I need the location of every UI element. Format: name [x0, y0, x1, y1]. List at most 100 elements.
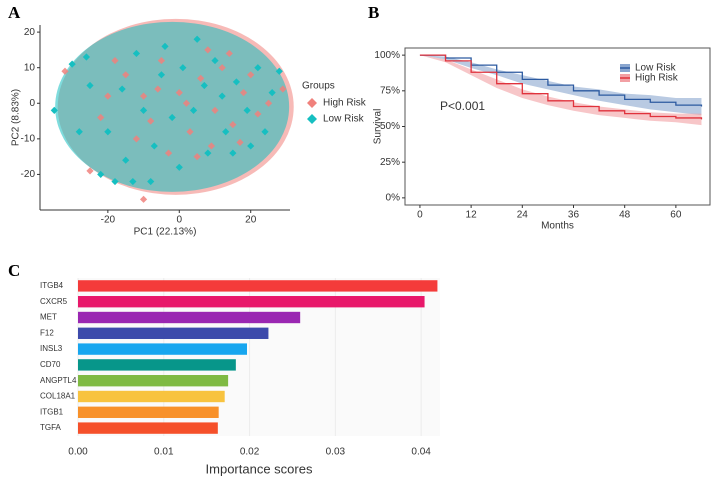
panel-label: B	[368, 3, 379, 22]
point	[154, 85, 162, 93]
y-tick-label: 0	[29, 98, 35, 109]
point	[50, 106, 58, 114]
x-tick-label: 12	[466, 210, 478, 221]
bar	[78, 280, 438, 292]
point	[139, 106, 148, 114]
point	[86, 81, 94, 90]
point	[132, 49, 141, 58]
point	[236, 138, 244, 147]
bar	[78, 359, 236, 371]
point	[118, 85, 126, 93]
category-label: F12	[40, 328, 54, 337]
x-tick-label: 48	[619, 210, 631, 221]
category-label: ANGPTL4	[40, 376, 77, 385]
category-label: INSL3	[40, 344, 63, 353]
point	[129, 177, 137, 186]
x-axis-label: Importance scores	[206, 461, 313, 476]
y-tick-label: 0%	[386, 193, 401, 204]
point	[204, 149, 212, 157]
point	[204, 46, 212, 54]
point	[122, 156, 130, 164]
survival-line	[419, 54, 703, 120]
point	[164, 149, 173, 157]
legend-label: High Risk	[323, 98, 367, 109]
point	[207, 142, 216, 150]
point	[157, 56, 166, 65]
point	[179, 64, 187, 72]
x-axis-label: PC1 (22.13%)	[134, 227, 197, 238]
point	[247, 71, 255, 79]
x-tick-label: 0	[177, 215, 183, 226]
y-tick-label: 10	[24, 62, 36, 73]
point	[97, 113, 105, 122]
point	[197, 74, 205, 82]
point	[229, 149, 237, 157]
panel-label: A	[8, 3, 21, 22]
x-tick-label: 60	[670, 210, 682, 221]
point	[147, 177, 155, 186]
point	[111, 177, 119, 186]
y-tick-label: 25%	[380, 157, 400, 168]
point	[264, 99, 273, 107]
x-tick-label: -20	[101, 215, 116, 226]
bar	[78, 422, 218, 434]
x-tick-label: 0.00	[68, 447, 88, 458]
category-label: MET	[40, 313, 57, 322]
point	[232, 78, 241, 86]
panel-label: C	[8, 261, 20, 280]
point	[186, 128, 194, 136]
point	[218, 64, 226, 72]
point	[122, 71, 130, 79]
bar	[78, 311, 301, 324]
x-tick-label: 0.03	[326, 447, 346, 458]
y-tick-label: -10	[21, 133, 36, 144]
annotation: P<0.001	[440, 99, 485, 113]
point	[218, 92, 226, 100]
bar	[78, 375, 229, 387]
y-tick-label: 75%	[380, 85, 400, 96]
legend-label: Low Risk	[635, 63, 677, 74]
y-tick-label: 100%	[374, 50, 400, 61]
y-tick-label: -20	[21, 169, 36, 180]
confidence-band	[419, 55, 702, 126]
point	[157, 71, 166, 79]
y-axis-label: PC2 (8.83%)	[11, 89, 22, 146]
y-tick-label: 50%	[380, 121, 400, 132]
category-label: CD70	[40, 360, 61, 369]
point	[222, 128, 230, 136]
point	[229, 121, 237, 129]
point	[193, 35, 201, 43]
point	[111, 56, 119, 65]
point	[161, 42, 169, 50]
point	[182, 99, 191, 107]
point	[150, 142, 158, 150]
point	[168, 113, 176, 122]
x-tick-label: 20	[245, 215, 257, 226]
bar	[78, 406, 219, 418]
point	[275, 67, 283, 75]
point	[175, 88, 183, 97]
point	[139, 92, 148, 100]
legend-marker	[307, 98, 317, 108]
legend-label: High Risk	[635, 73, 679, 84]
point	[268, 88, 276, 97]
category-label: COL18A1	[40, 392, 76, 401]
category-label: ITGB4	[40, 281, 64, 290]
point	[147, 117, 155, 125]
point	[261, 128, 269, 136]
point	[132, 135, 141, 143]
bar	[78, 390, 225, 403]
x-tick-label: 24	[517, 210, 529, 221]
y-axis-label: Survival	[373, 109, 384, 145]
legend-title: Groups	[302, 81, 335, 92]
x-tick-label: 0.01	[154, 447, 174, 458]
point	[211, 56, 219, 65]
point	[225, 49, 233, 58]
bar	[78, 327, 269, 339]
point	[86, 167, 94, 175]
legend-marker	[307, 114, 317, 124]
legend-label: Low Risk	[323, 114, 365, 125]
point	[239, 88, 248, 97]
point	[97, 170, 105, 179]
